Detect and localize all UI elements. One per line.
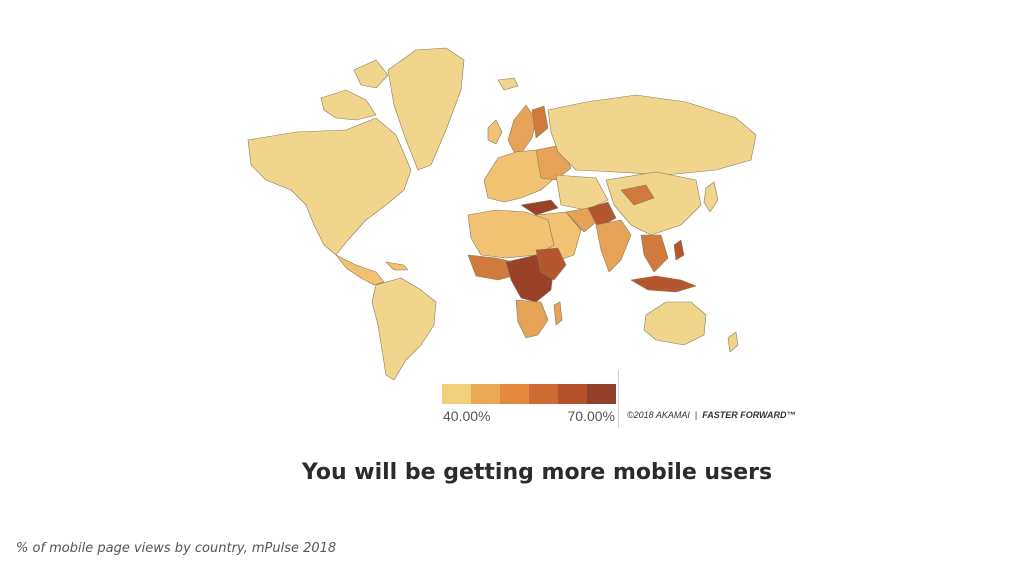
turkey-region	[520, 199, 559, 216]
legend-swatch-6	[587, 384, 616, 404]
mongolia-region	[620, 184, 655, 206]
copyright-text: ©2018 AKAMAI	[627, 410, 690, 420]
new-zealand-region	[727, 331, 739, 353]
world-map	[247, 47, 757, 381]
legend-swatch-5	[558, 384, 587, 404]
south-america-region	[371, 277, 437, 381]
world-map-figure	[236, 40, 796, 430]
brand-tagline: FASTER FORWARD™	[702, 410, 796, 420]
philippines-region	[673, 239, 685, 261]
central-america-region	[335, 254, 385, 286]
legend-swatch-4	[529, 384, 558, 404]
scandinavia-region	[507, 104, 537, 153]
japan-region	[703, 181, 719, 213]
legend-divider	[618, 370, 619, 428]
legend-min-label: 40.00%	[443, 408, 491, 424]
map-credit: ©2018 AKAMAI | FASTER FORWARD™	[627, 410, 796, 420]
legend-swatch-2	[471, 384, 500, 404]
india-region	[595, 219, 632, 273]
legend-swatch-1	[442, 384, 471, 404]
legend-swatch-3	[500, 384, 529, 404]
greenland-region	[387, 47, 465, 171]
color-legend: 40.00% 70.00%	[442, 384, 617, 428]
canada-islands-region-2	[353, 59, 389, 89]
southeast-asia-region	[640, 234, 669, 273]
caribbean-region	[385, 261, 409, 271]
russia-region	[547, 94, 757, 176]
credit-separator: |	[694, 410, 698, 420]
southern-africa-region	[515, 299, 549, 339]
finland-region	[531, 105, 549, 139]
uk-region	[487, 119, 503, 145]
canada-islands-region	[320, 89, 377, 121]
pakistan-region	[587, 201, 617, 229]
china-region	[605, 171, 702, 236]
slide-headline: You will be getting more mobile users	[301, 460, 773, 485]
legend-max-label: 70.00%	[567, 408, 615, 424]
east-africa-region	[535, 247, 567, 281]
slide-caption: % of mobile page views by country, mPuls…	[16, 541, 337, 556]
legend-color-scale	[442, 384, 616, 404]
indonesia-region	[630, 275, 697, 293]
iceland-region	[497, 77, 519, 91]
australia-region	[643, 301, 707, 346]
north-america-region	[247, 117, 412, 256]
madagascar-region	[553, 301, 563, 326]
